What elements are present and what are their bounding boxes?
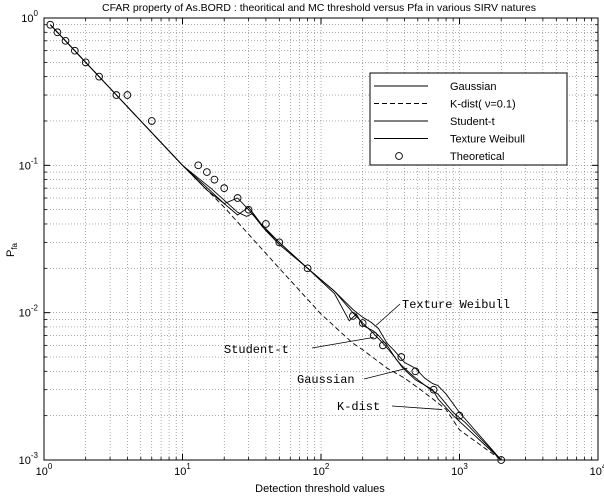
- annotation-pointer-student: [311, 336, 374, 349]
- x-tick-label: 103: [451, 462, 468, 478]
- x-tick-label: 102: [313, 462, 330, 478]
- annotations: Texture Weibull Student-t Gaussian K-dist: [224, 298, 510, 414]
- theoretical-point: [53, 28, 62, 37]
- theoretical-point: [244, 205, 253, 214]
- theoretical-point: [210, 175, 219, 184]
- theoretical-point: [194, 161, 203, 170]
- series-lines: [49, 24, 502, 461]
- theoretical-point: [61, 36, 70, 45]
- legend-label-k-dist-0-1: K-dist( ν=0.1): [450, 99, 516, 111]
- y-axis-label: Pfa: [5, 242, 19, 257]
- legend: Gaussian K-dist( ν=0.1) Student-t Texture W…: [369, 72, 568, 166]
- annotation-label-texture: Texture Weibull: [402, 298, 510, 312]
- theoretical-point: [123, 91, 132, 99]
- theoretical-point: [369, 331, 378, 340]
- annotation-label-student: Student-t: [224, 343, 289, 357]
- theoretical-point: [70, 46, 79, 55]
- y-tick-label: 10-1: [19, 156, 39, 172]
- theoretical-point: [112, 91, 121, 99]
- theoretical-point: [397, 353, 406, 361]
- axis-ticks: 100 101 102 103 104 100 10-1 10-2 10-3: [19, 9, 604, 478]
- theoretical-point: [262, 220, 270, 228]
- x-tick-label: 100: [36, 462, 53, 478]
- x-tick-label: 101: [174, 462, 191, 478]
- legend-label-theoretical: Theoretical: [450, 151, 504, 163]
- theoretical-point: [497, 456, 506, 464]
- annotation-label-kdist: K-dist: [337, 400, 380, 414]
- annotation-pointer-texture: [375, 303, 401, 326]
- annotation-label-gaussian: Gaussian: [297, 373, 355, 387]
- y-tick-label: 10-3: [19, 451, 39, 467]
- theoretical-point: [95, 72, 103, 81]
- theoretical-point: [411, 367, 420, 376]
- legend-label-student-t: Student-t: [450, 116, 495, 128]
- svg-text:Pfa: Pfa: [5, 242, 19, 257]
- theoretical-point: [379, 341, 387, 350]
- theoretical-point: [349, 312, 357, 320]
- annotation-pointer-kdist: [391, 405, 443, 410]
- theoretical-point: [303, 264, 312, 273]
- annotation-pointer-gaussian: [363, 367, 408, 380]
- y-tick-label: 100: [21, 9, 38, 25]
- theoretical-point: [455, 411, 464, 420]
- y-tick-label: 10-2: [19, 304, 39, 320]
- x-tick-label: 104: [590, 462, 604, 478]
- theoretical-points: [46, 20, 506, 464]
- series-line-texture-weibull: [49, 24, 502, 461]
- theoretical-point: [275, 238, 284, 247]
- theoretical-point: [358, 319, 367, 327]
- legend-label-texture-weibull: Texture Weibull: [450, 134, 525, 146]
- legend-box: [369, 72, 568, 166]
- y-axis-label-sub: fa: [10, 242, 19, 249]
- chart-title: CFAR property of As.BORD : theoritical a…: [102, 2, 536, 14]
- y-axis-label-main: P: [5, 250, 17, 257]
- theoretical-point: [220, 184, 229, 193]
- theoretical-point: [81, 58, 90, 67]
- theoretical-point: [429, 385, 438, 394]
- theoretical-point: [147, 117, 156, 125]
- theoretical-point: [233, 194, 242, 202]
- theoretical-point: [203, 168, 211, 176]
- grid: [44, 18, 598, 460]
- legend-marker-theoretical: [395, 152, 403, 160]
- x-axis-label: Detection threshold values: [255, 483, 385, 495]
- theoretical-point: [46, 20, 55, 29]
- legend-label-gaussian: Gaussian: [450, 81, 496, 93]
